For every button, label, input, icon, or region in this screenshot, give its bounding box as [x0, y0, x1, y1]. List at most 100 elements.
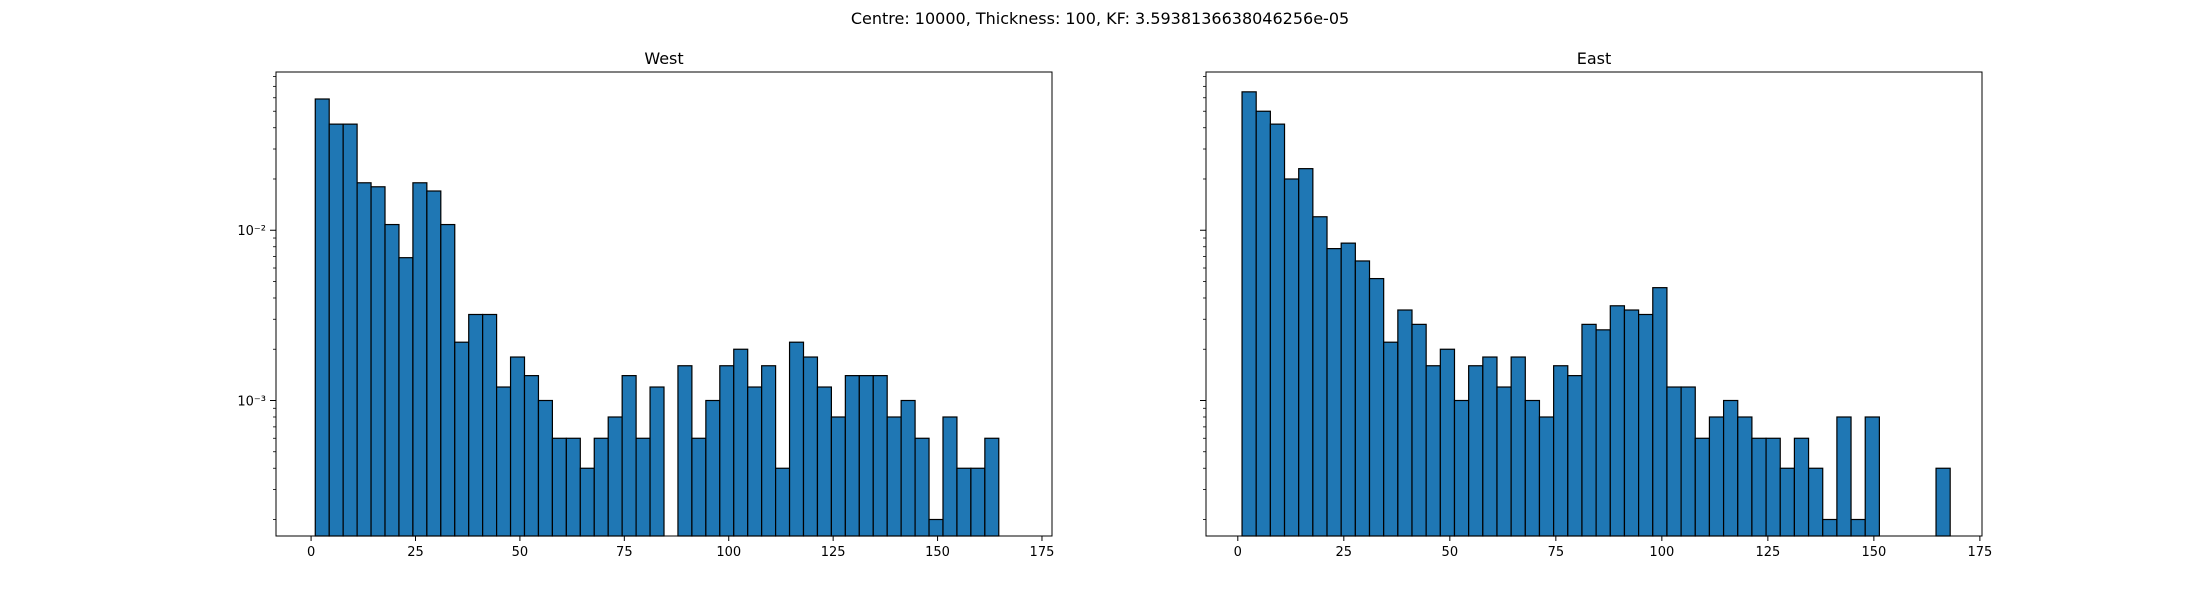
panel-east-bar — [1255, 110, 1271, 537]
panel-west-bar — [733, 348, 749, 537]
panel-east-bar — [1453, 399, 1470, 537]
panel-west-bar — [482, 313, 498, 537]
panel-west: West 0 25 50 75 100 125 150 175 10⁻² 10⁻³ — [237, 49, 1054, 560]
y-tick-label: 10⁻² — [237, 224, 266, 239]
panel-east-bar — [1354, 260, 1371, 537]
panel-east-bar — [1581, 323, 1597, 537]
panel-east-bar — [1538, 416, 1555, 537]
panel-east-bar — [1836, 416, 1852, 537]
x-tick-label: 0 — [307, 545, 315, 560]
panel-west-bar — [788, 341, 805, 537]
panel-west-bars — [314, 98, 1000, 537]
panel-east-bars — [1241, 91, 1951, 537]
panel-west-bar — [942, 416, 958, 537]
panel-east-bar — [1765, 437, 1781, 537]
panel-west-bar — [830, 416, 846, 537]
panel-west-bar — [328, 123, 344, 537]
panel-east-bar — [1793, 437, 1810, 537]
panel-east-bar — [1638, 313, 1654, 537]
panel-west-bar — [816, 386, 833, 537]
panel-east-bar — [1439, 348, 1456, 537]
x-tick-label: 100 — [1649, 545, 1674, 560]
panel-east-bar — [1340, 242, 1356, 537]
panel-east-bar — [1298, 168, 1314, 537]
figure-suptitle: Centre: 10000, Thickness: 100, KF: 3.593… — [851, 9, 1349, 28]
panel-east-bar — [1510, 356, 1526, 537]
x-tick-label: 25 — [407, 545, 424, 560]
panel-east-bar — [1850, 518, 1866, 537]
panel-west-bar — [593, 437, 609, 537]
panel-west-bar — [844, 375, 860, 537]
panel-west-bar — [761, 365, 777, 537]
panel-west-bar — [523, 375, 540, 537]
panel-east-bar — [1312, 216, 1328, 537]
panel-east-bar — [1722, 399, 1739, 537]
y-tick-label: 10⁻³ — [237, 394, 266, 409]
panel-east-bar — [1935, 467, 1951, 537]
x-tick-label: 75 — [616, 545, 633, 560]
panel-east-bar — [1666, 386, 1682, 537]
panel-west-bar — [454, 341, 470, 537]
panel-west-bar — [342, 123, 358, 537]
panel-east-bar — [1241, 91, 1257, 537]
panel-east-bar — [1524, 399, 1541, 537]
panel-east-bar — [1751, 437, 1767, 537]
panel-east-bar — [1822, 518, 1838, 537]
panel-west-bar — [412, 182, 428, 537]
panel-west-bar — [356, 182, 372, 537]
panel-east-bar — [1864, 416, 1880, 537]
panel-west-bar — [509, 356, 526, 537]
panel-west-bar — [705, 399, 721, 537]
x-tick-label: 125 — [1755, 545, 1780, 560]
x-tick-label: 50 — [1442, 545, 1459, 560]
panel-west-bar — [886, 416, 902, 537]
panel-east-bar — [1269, 123, 1286, 537]
panel-east-bar — [1609, 305, 1626, 537]
panel-east-bar — [1425, 365, 1441, 537]
panel-west-x-ticks: 0 25 50 75 100 125 150 175 — [307, 536, 1054, 560]
panel-west-bar — [900, 399, 916, 537]
panel-west-bar — [649, 386, 665, 537]
panel-west-bar — [621, 375, 637, 537]
panel-east-bar — [1680, 386, 1696, 537]
panel-east: East 0 25 50 75 100 125 150 175 — [1200, 49, 1992, 560]
panel-west-bar — [426, 190, 442, 537]
x-tick-label: 150 — [1861, 545, 1886, 560]
panel-west-bar — [314, 98, 330, 537]
panel-east-bar — [1779, 467, 1795, 537]
panel-west-bar — [802, 356, 819, 537]
panel-west-bar — [579, 467, 595, 537]
panel-west-bar — [928, 518, 944, 537]
x-tick-label: 50 — [512, 545, 529, 560]
panel-west-bar — [970, 467, 986, 537]
panel-east-frame — [1205, 71, 1983, 537]
panel-east-bar — [1737, 416, 1753, 537]
panel-west-bar — [774, 467, 791, 537]
panel-west-bar — [719, 365, 735, 537]
panel-west-bar — [440, 223, 456, 537]
panel-east-bar — [1595, 329, 1611, 537]
panel-east-title: East — [1577, 49, 1612, 68]
panel-east-bar — [1468, 365, 1484, 537]
panel-west-bar — [551, 437, 567, 537]
panel-west-bar — [468, 313, 484, 537]
panel-west-title: West — [644, 49, 683, 68]
panel-east-bar — [1694, 437, 1711, 537]
x-tick-label: 175 — [1967, 545, 1992, 560]
panel-west-bar — [858, 375, 874, 537]
panel-west-bar — [565, 437, 581, 537]
x-tick-label: 125 — [821, 545, 846, 560]
panel-east-bar — [1368, 277, 1385, 537]
panel-west-bar — [984, 437, 1000, 537]
panel-east-bar — [1708, 416, 1725, 537]
panel-west-bar — [537, 399, 554, 537]
panel-west-bar — [677, 365, 693, 537]
panel-west-bar — [384, 223, 400, 537]
panel-west-bar — [635, 437, 651, 537]
panel-west-bar — [691, 437, 707, 537]
x-tick-label: 175 — [1030, 545, 1055, 560]
panel-east-bar — [1567, 375, 1583, 537]
panel-west-bar — [956, 467, 972, 537]
panel-east-bar — [1397, 309, 1413, 537]
